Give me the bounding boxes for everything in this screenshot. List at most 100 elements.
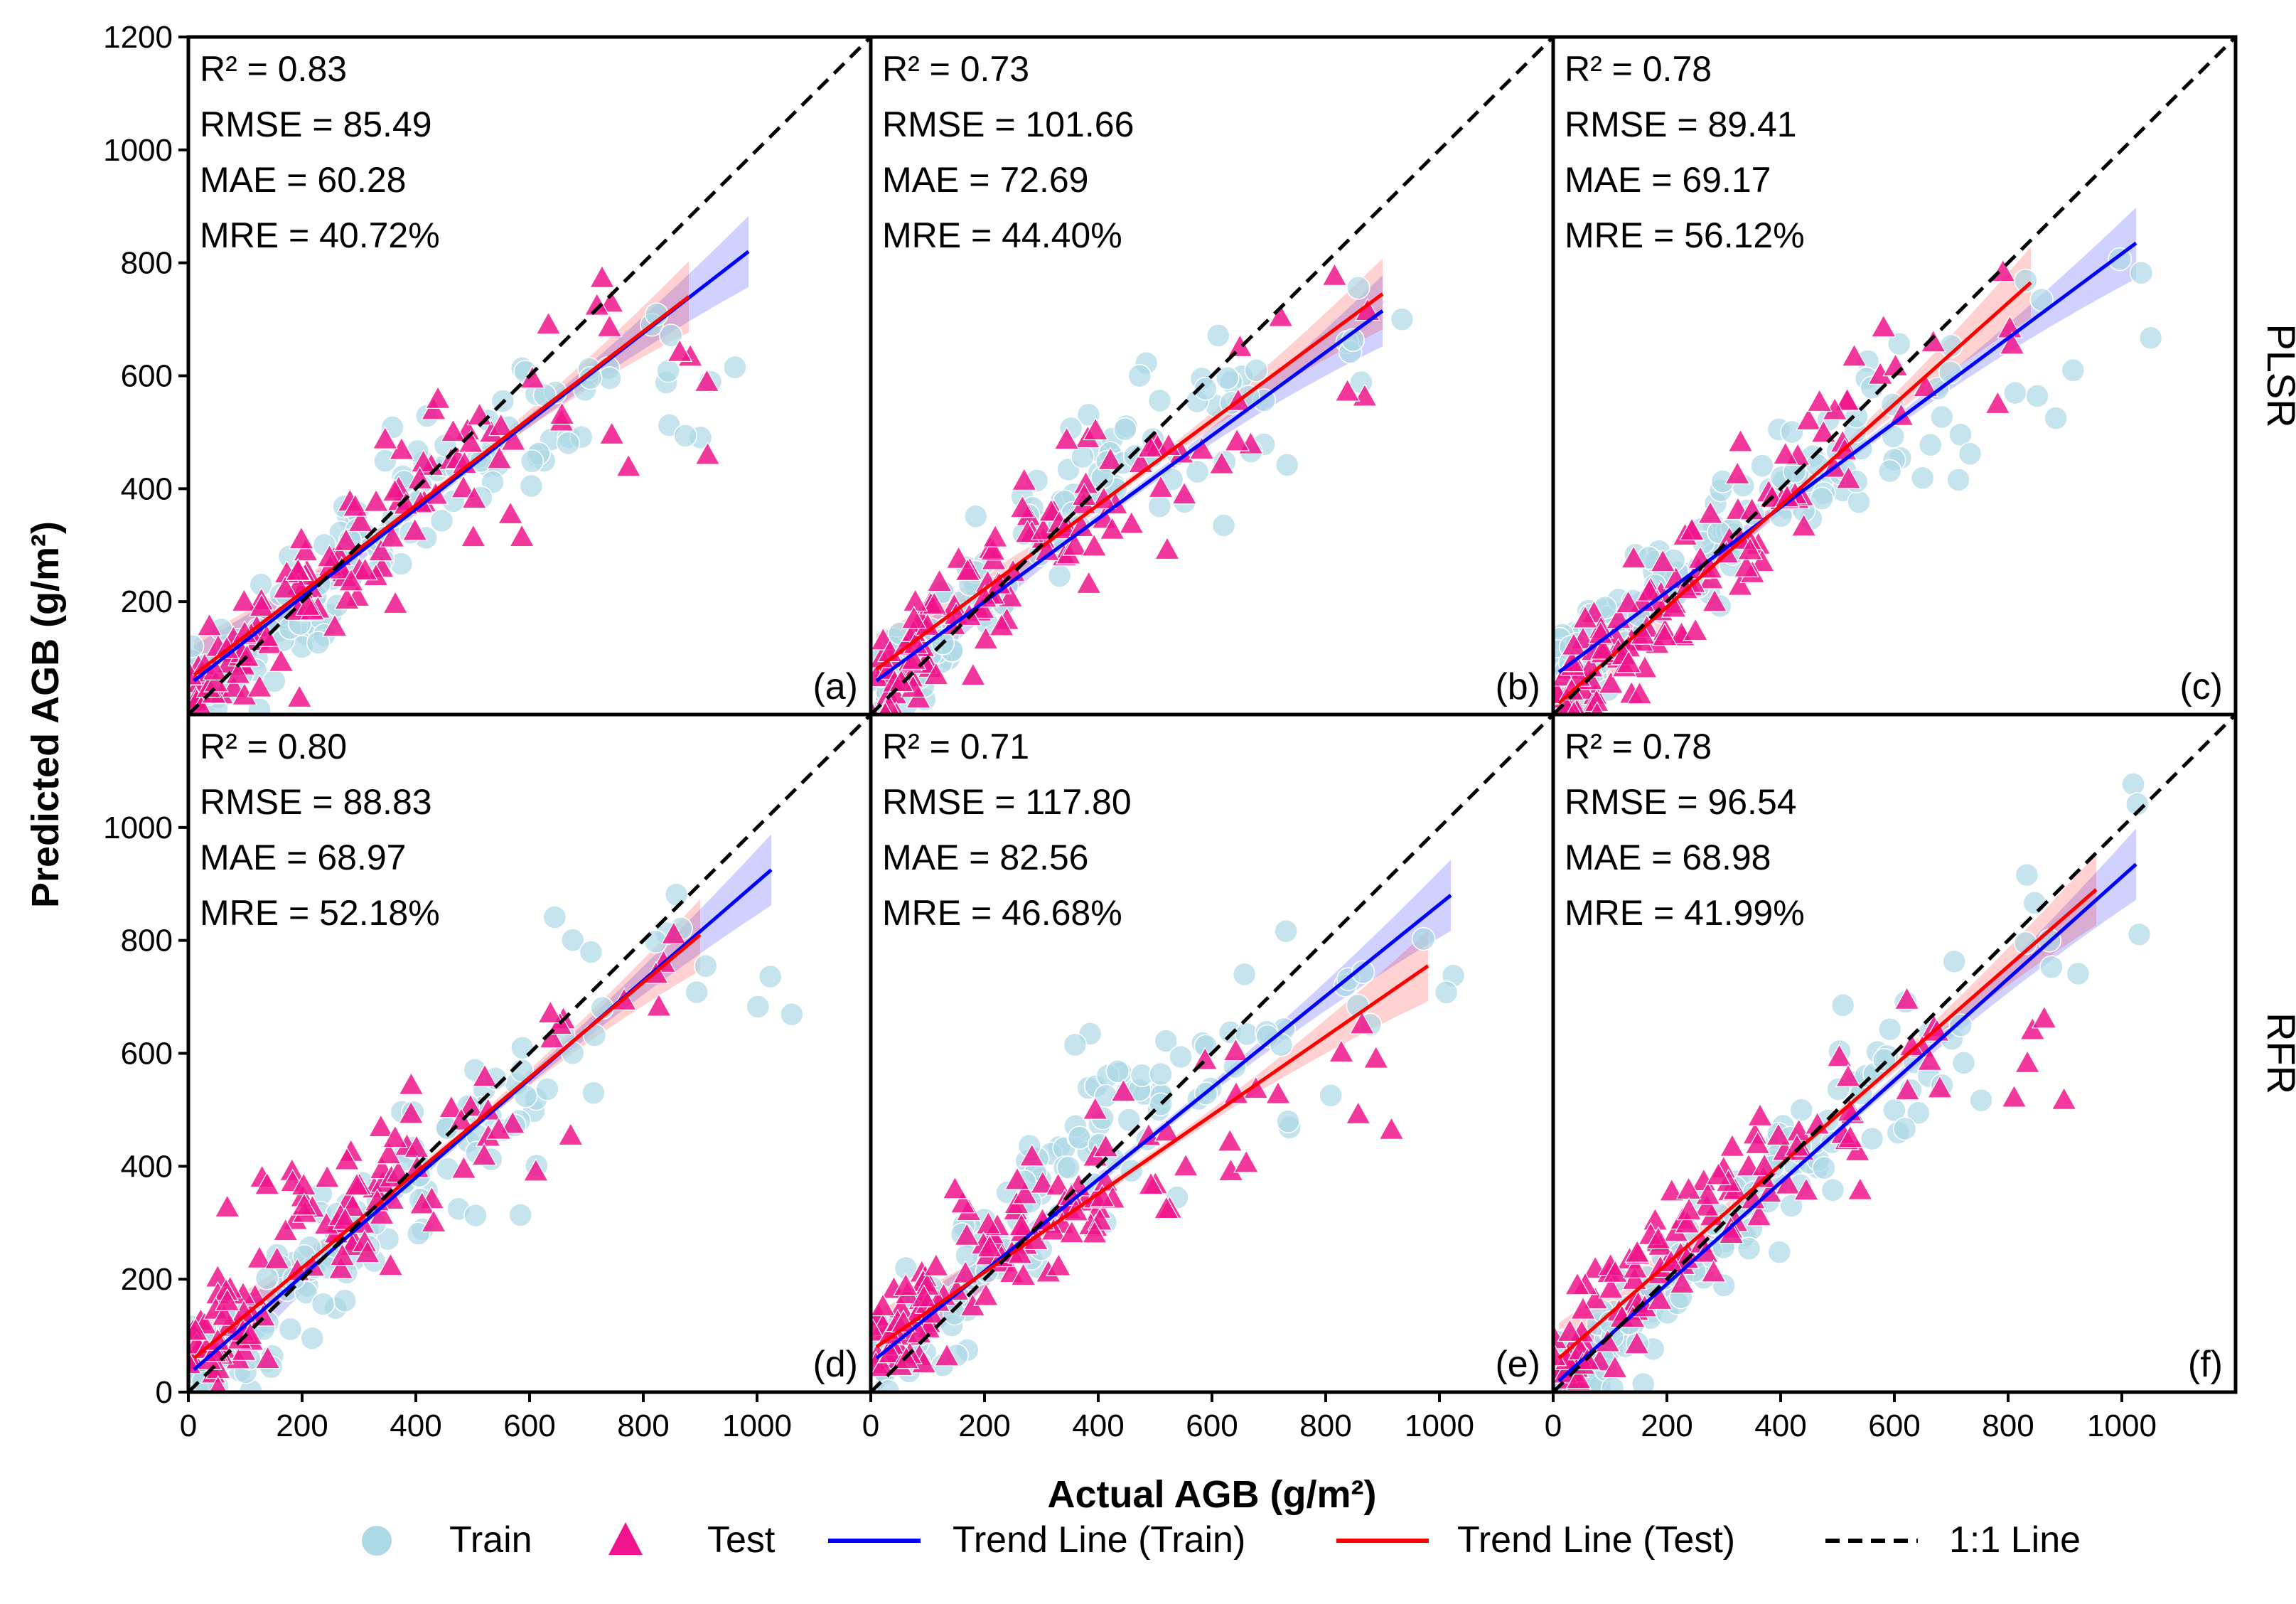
test-point bbox=[1572, 605, 1599, 629]
test-point bbox=[1912, 373, 1938, 397]
train-point bbox=[2129, 260, 2154, 285]
stat-line: R² = 0.71 bbox=[882, 727, 1029, 766]
test-point bbox=[1999, 331, 2025, 355]
x-tick-label: 200 bbox=[276, 1408, 328, 1443]
train-point bbox=[254, 1266, 279, 1290]
test-point bbox=[425, 385, 451, 409]
test-point bbox=[1321, 262, 1348, 287]
test-point bbox=[264, 1246, 290, 1270]
test-point bbox=[451, 1155, 477, 1179]
test-point bbox=[328, 1256, 354, 1279]
train-point bbox=[685, 980, 709, 1005]
test-point bbox=[225, 661, 251, 684]
test-point bbox=[1916, 1047, 1943, 1071]
test-point bbox=[537, 1000, 564, 1024]
test-point bbox=[1636, 578, 1663, 602]
train-point bbox=[659, 324, 683, 348]
test-point bbox=[1008, 1212, 1034, 1236]
x-tick-label: 200 bbox=[1641, 1408, 1693, 1443]
test-point bbox=[972, 626, 999, 650]
trend-line-test bbox=[1557, 888, 2098, 1360]
train-point bbox=[508, 1203, 532, 1227]
test-point bbox=[1227, 333, 1253, 358]
train-point bbox=[1047, 564, 1072, 588]
test-point bbox=[1045, 1172, 1071, 1196]
test-point bbox=[1110, 1079, 1137, 1102]
train-point bbox=[1274, 919, 1298, 943]
train-point bbox=[1942, 949, 1966, 974]
test-point bbox=[596, 314, 623, 338]
test-point bbox=[1727, 572, 1753, 596]
test-point bbox=[1217, 1128, 1243, 1152]
test-point bbox=[382, 1124, 408, 1148]
trend-line-test bbox=[1557, 281, 2032, 705]
stat-line: MRE = 52.18% bbox=[200, 893, 440, 933]
test-point bbox=[1624, 1239, 1651, 1263]
stat-line: R² = 0.78 bbox=[1565, 727, 1712, 766]
train-point bbox=[2039, 955, 2064, 979]
y-tick-label: 800 bbox=[121, 924, 173, 958]
stat-line: RMSE = 89.41 bbox=[1565, 105, 1797, 144]
train-point bbox=[1882, 1098, 1906, 1123]
test-point bbox=[1724, 461, 1751, 485]
train-point bbox=[1780, 419, 1804, 444]
train-point bbox=[1948, 1013, 1973, 1037]
test-point bbox=[1062, 533, 1088, 556]
x-tick-label: 800 bbox=[617, 1408, 669, 1443]
test-point bbox=[333, 586, 360, 610]
stat-line: MRE = 56.12% bbox=[1565, 215, 1805, 255]
one-to-one-line bbox=[871, 715, 1553, 1392]
train-point bbox=[964, 504, 988, 528]
y-axis-label: Predicted AGB (g/m²) bbox=[24, 521, 67, 908]
x-tick-label: 0 bbox=[1545, 1408, 1562, 1443]
train-point bbox=[1193, 377, 1218, 401]
panel-label: (e) bbox=[1495, 1344, 1540, 1385]
test-point bbox=[1747, 1103, 1773, 1126]
train-point bbox=[2125, 792, 2150, 816]
test-point bbox=[954, 1222, 980, 1246]
test-point bbox=[1700, 1259, 1727, 1283]
train-point bbox=[1276, 1109, 1300, 1133]
stat-line: R² = 0.78 bbox=[1565, 49, 1712, 89]
test-point bbox=[1751, 1153, 1778, 1177]
train-point bbox=[581, 1081, 606, 1105]
test-point bbox=[1683, 617, 1709, 641]
test-point bbox=[1705, 1162, 1732, 1185]
panel-label: (d) bbox=[812, 1344, 858, 1385]
test-point bbox=[1894, 1077, 1921, 1101]
train-point bbox=[1969, 1088, 1993, 1113]
train-point bbox=[2066, 961, 2091, 986]
test-point bbox=[498, 501, 524, 525]
test-point bbox=[1029, 1170, 1056, 1194]
train-point bbox=[1958, 442, 1983, 466]
train-point bbox=[1877, 459, 1902, 483]
x-tick-label: 400 bbox=[390, 1408, 441, 1443]
test-point bbox=[973, 1283, 999, 1306]
train-point bbox=[656, 358, 680, 383]
test-point bbox=[871, 1353, 896, 1377]
test-point bbox=[214, 1288, 240, 1312]
test-point bbox=[1011, 467, 1037, 491]
test-point bbox=[1735, 1153, 1761, 1177]
test-point bbox=[1796, 407, 1822, 431]
train-point bbox=[535, 1077, 559, 1101]
train-point bbox=[1154, 1029, 1179, 1053]
legend-train-label: Train bbox=[449, 1519, 532, 1561]
y-tick-label: 400 bbox=[121, 471, 173, 506]
legend-test-label: Test bbox=[707, 1519, 776, 1561]
test-point bbox=[1647, 1286, 1673, 1310]
test-point bbox=[402, 518, 428, 541]
x-tick-label: 0 bbox=[180, 1408, 197, 1443]
stat-line: MAE = 60.28 bbox=[200, 160, 406, 200]
test-point bbox=[950, 1189, 976, 1214]
train-point bbox=[1169, 1044, 1193, 1069]
test-point bbox=[368, 538, 394, 562]
test-point bbox=[911, 1284, 937, 1308]
train-point bbox=[1600, 1376, 1625, 1392]
test-point bbox=[272, 1217, 299, 1241]
train-point bbox=[333, 1288, 357, 1313]
trend-line-train bbox=[875, 309, 1384, 683]
train-point bbox=[1127, 363, 1152, 388]
test-point bbox=[1378, 1116, 1405, 1140]
train-point bbox=[1147, 494, 1172, 518]
